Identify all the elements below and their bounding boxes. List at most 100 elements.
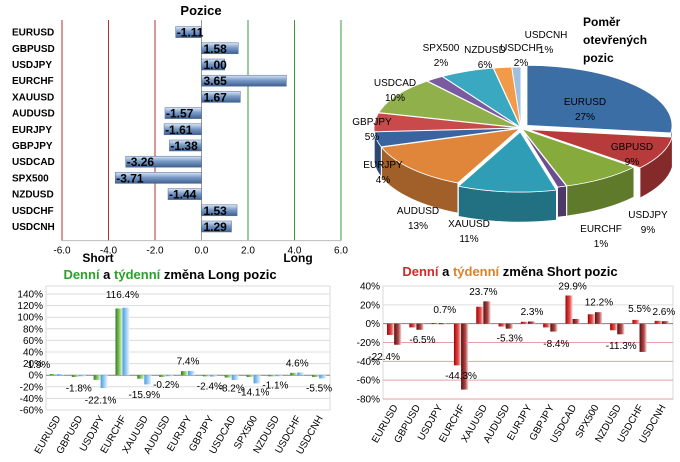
c3-value-label: -8.2% (219, 383, 245, 394)
c3-value-label: -1.8% (66, 383, 92, 394)
positions-x-tick-label: -2.0 (146, 246, 164, 257)
positions-title: Pozice (180, 3, 221, 18)
pie-slice (526, 64, 673, 134)
pie-slice-label: GBPJPY (352, 117, 392, 128)
c3-y-tick-label: 60% (23, 336, 43, 347)
positions-category-label: USDCHF (12, 206, 54, 217)
positions-category-label: USDCNH (12, 222, 55, 233)
c3-value-label: -5.5% (306, 383, 332, 394)
positions-category-label: EURJPY (12, 125, 52, 136)
c4-bar (438, 323, 446, 325)
c4-y-tick-label: -60% (357, 376, 380, 387)
c4-value-label: 12.2% (585, 298, 613, 309)
c3-bar (56, 374, 64, 376)
c4-bar (528, 321, 536, 324)
long-changes-bars (49, 307, 327, 389)
title-part: týdenní (453, 264, 500, 279)
c4-value-label: -8.4% (543, 339, 569, 350)
pie-slices (373, 64, 673, 223)
c4-bar (453, 323, 462, 366)
pie-slice-value: 27% (575, 112, 595, 123)
short-changes-bars (387, 295, 669, 390)
positions-bar (169, 139, 202, 152)
pie-slice (378, 80, 520, 128)
c3-bar (319, 375, 327, 379)
c3-value-label: -1.1% (262, 381, 288, 392)
c4-bar (594, 312, 603, 324)
pie-slice (457, 131, 557, 193)
positions-bar (201, 220, 232, 233)
positions-value-label: -1.11 (177, 26, 204, 40)
positions-category-label: GBPUSD (12, 44, 55, 55)
c4-bar (565, 295, 573, 324)
short-changes-y-ticks: 40% 20% 0% -20% -40% -60% -80% (357, 282, 380, 406)
c3-bar (224, 375, 232, 378)
positions-value-label: 3.65 (204, 74, 228, 88)
ratio-pie-chart: Poměr otevřených pozic EURUSD 27% GBPUSD 9%… (352, 15, 673, 250)
c3-value-label: -22.1% (85, 396, 117, 407)
pie-slice-value: 5% (365, 132, 380, 143)
pie-title-line-1: Poměr (583, 15, 621, 29)
c4-y-tick-label: 0% (366, 319, 381, 330)
c3-value-label: 1.9% (28, 360, 51, 371)
pie-slice-value: 1% (539, 45, 554, 56)
positions-value-label: -1.61 (165, 123, 193, 137)
c4-value-label: -22.4% (368, 352, 400, 363)
c4-bar (654, 320, 662, 324)
positions-bar (125, 155, 202, 168)
c3-y-tick-label: -40% (20, 394, 43, 405)
c3-bar (181, 371, 188, 376)
pie-slice-label: NZDUSD (464, 45, 506, 56)
c4-y-tick-label: -40% (357, 357, 380, 368)
positions-category-labels: EURUSD GBPUSD USDJPY EURCHF XAUUSD AUDUSD EURJ… (12, 28, 55, 233)
positions-category-label: XAUUSD (12, 92, 54, 103)
pie-slice (528, 129, 673, 169)
c4-value-label: 2.6% (652, 307, 675, 318)
c4-bar (416, 323, 424, 330)
pie-slice (520, 128, 635, 187)
long-side-label: Long (283, 251, 312, 265)
long-changes-value-labels: 1.9% -1.8% -22.1% 116.4% -15.9%-0.2% 7.4% -2.4… (28, 290, 333, 407)
positions-x-tick-label: 4.0 (288, 246, 302, 257)
pie-slice-label: EURJPY (363, 160, 403, 171)
pie-slice-value: 11% (459, 234, 478, 245)
c4-value-label: 2.3% (521, 307, 544, 318)
c3-bar (159, 375, 167, 377)
c4-bar (520, 321, 528, 324)
c3-y-tick-label: 20% (23, 359, 43, 370)
pie-slice-value: 13% (408, 221, 428, 232)
positions-value-label: -1.38 (170, 139, 198, 153)
title-part: Denní (402, 264, 439, 279)
positions-value-label: -1.57 (166, 107, 194, 121)
positions-bar (167, 188, 202, 200)
positions-x-tick-label: -6.0 (53, 246, 71, 257)
long-changes-title: Denní a týdenní změna Long pozic (63, 267, 276, 282)
c4-y-tick-label: 20% (360, 300, 380, 311)
positions-category-label: USDCAD (12, 157, 55, 168)
pie-slice-label: AUDUSD (397, 206, 439, 217)
c4-value-label: 0.7% (433, 305, 456, 316)
c4-bar (409, 323, 417, 328)
positions-chart: Pozice EURUSD GBPUSD USDJPY EURCHF XAUUSD AUD… (12, 3, 348, 265)
c3-bar (100, 375, 108, 389)
positions-bar (175, 26, 202, 38)
c4-bar (610, 323, 618, 331)
positions-category-label: EURCHF (12, 76, 54, 87)
c3-y-tick-label: 100% (17, 313, 43, 324)
pie-labels: EURUSD 27% GBPUSD 9% USDJPY 9% EURCHF 1% XAUUSD 1… (352, 30, 668, 250)
positions-bars (114, 26, 287, 233)
short-changes-category-labels: EURUSDGBPUSDUSDJPYEURCHFXAUUSDAUDUSDEURJ… (370, 403, 668, 446)
c3-bar (231, 375, 239, 380)
pie-slice (511, 66, 522, 128)
positions-category-label: AUDUSD (12, 109, 55, 120)
c3-bar (166, 375, 174, 377)
c3-bar (290, 372, 298, 376)
c3-bar (268, 375, 276, 377)
c3-bar (115, 308, 123, 376)
c3-y-tick-label: 0% (29, 371, 44, 382)
positions-x-ticks: -6.0 -4.0 -2.0 0.0 2.0 4.0 6.0 (53, 246, 348, 257)
positions-value-label: 1.00 (204, 58, 228, 72)
positions-gridlines (61, 20, 342, 242)
positions-value-label: 1.58 (204, 42, 228, 56)
